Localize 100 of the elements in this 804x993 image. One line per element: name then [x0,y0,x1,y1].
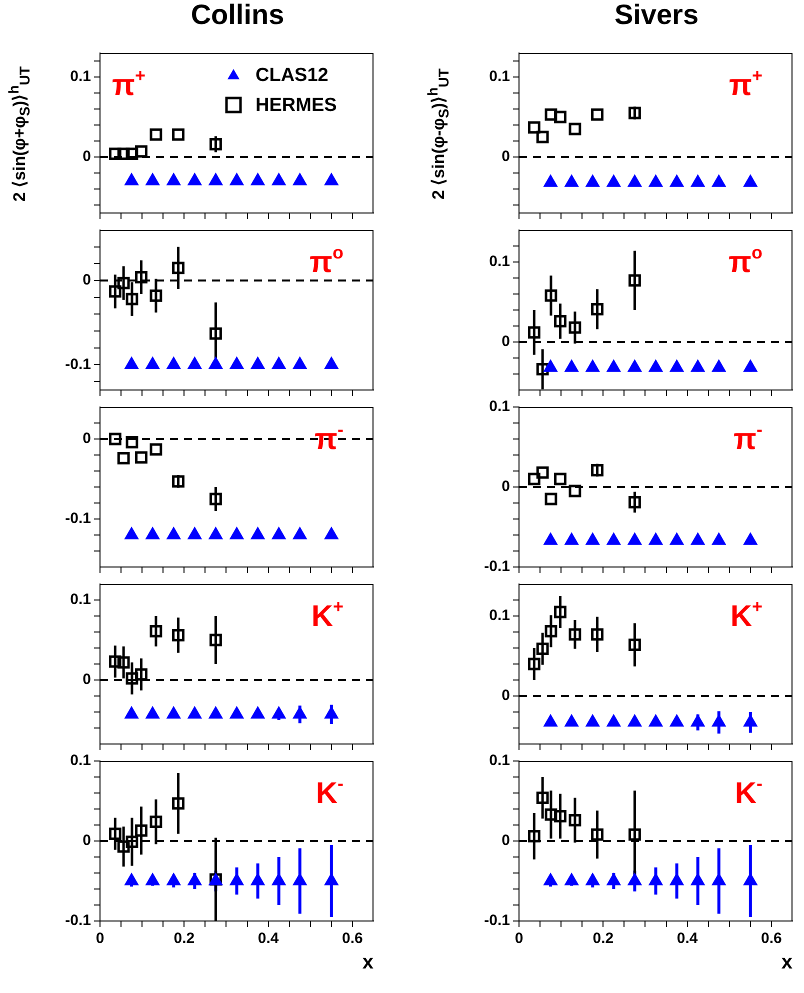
point [150,625,162,638]
point [670,715,684,727]
point [167,357,180,369]
point [188,707,202,719]
y-tick-label: -0.1 [484,558,510,576]
point [126,436,138,448]
point [230,174,244,186]
point [126,292,138,306]
point [565,874,578,886]
point [135,270,148,284]
point [649,874,662,886]
point [172,629,184,642]
point [544,874,558,886]
annotation: K- [734,774,763,810]
point [568,321,582,334]
point [670,360,684,372]
point [568,814,582,826]
legend-label: CLAS12 [256,65,328,86]
point [167,174,180,186]
point [528,326,540,339]
point [528,121,540,134]
annotation: π+ [729,66,763,102]
point [691,175,704,187]
point [628,638,641,651]
point [586,360,600,372]
point [125,707,138,719]
point [565,175,578,187]
point [172,128,184,141]
point [544,289,558,302]
point [251,357,264,369]
point [536,466,549,479]
point [108,285,122,298]
point [607,360,620,372]
point [670,874,684,886]
annotation: K- [316,774,344,810]
x-axis-title: x [362,952,374,974]
point [554,472,566,486]
point [150,289,162,302]
point [744,874,757,886]
point [712,533,726,545]
point [172,262,184,274]
point [544,533,558,545]
y-tick-label: 0.1 [489,253,510,270]
point [586,715,600,727]
point [712,360,726,372]
point [108,148,122,160]
point [146,874,160,886]
point [744,360,757,372]
point [528,658,540,670]
point [150,816,162,828]
point [554,606,566,618]
point [591,628,604,641]
point [209,357,222,369]
point [649,533,662,545]
point [554,315,566,328]
point [649,175,662,187]
point [536,130,549,144]
point [172,797,184,810]
point [230,528,244,540]
annotation: π- [734,420,763,456]
point [744,533,757,545]
point [607,533,620,545]
y-tick-label: 0.1 [489,398,510,416]
point [135,824,148,837]
point [568,628,582,641]
point [544,625,558,638]
point [712,874,726,886]
point [150,128,162,141]
point [188,174,202,186]
point [125,357,138,369]
point [117,452,130,464]
point [591,464,604,476]
y-tick-label: 0 [502,478,510,496]
point [586,874,600,886]
point [744,715,757,727]
point [108,828,122,840]
y-tick-label: 0.1 [489,752,510,770]
point [544,492,558,506]
point [628,874,642,886]
annotation: K+ [730,596,763,633]
point [135,451,148,464]
chart-title: Sivers [613,0,700,31]
point [544,808,558,821]
point [293,707,306,719]
point [272,357,286,369]
point [568,122,582,136]
x-tick-label: 0.6 [342,930,363,948]
x-axis-title: x [781,952,792,974]
point [188,528,202,540]
point [209,528,222,540]
point [251,528,264,540]
y-tick-label: 0.1 [70,752,91,770]
point [607,874,620,886]
point [293,357,306,369]
y-tick-label: -0.1 [65,912,91,930]
point [554,810,566,822]
point [544,715,558,727]
point [125,874,138,886]
y-tick-label: 0.1 [489,607,510,624]
point [167,528,180,540]
